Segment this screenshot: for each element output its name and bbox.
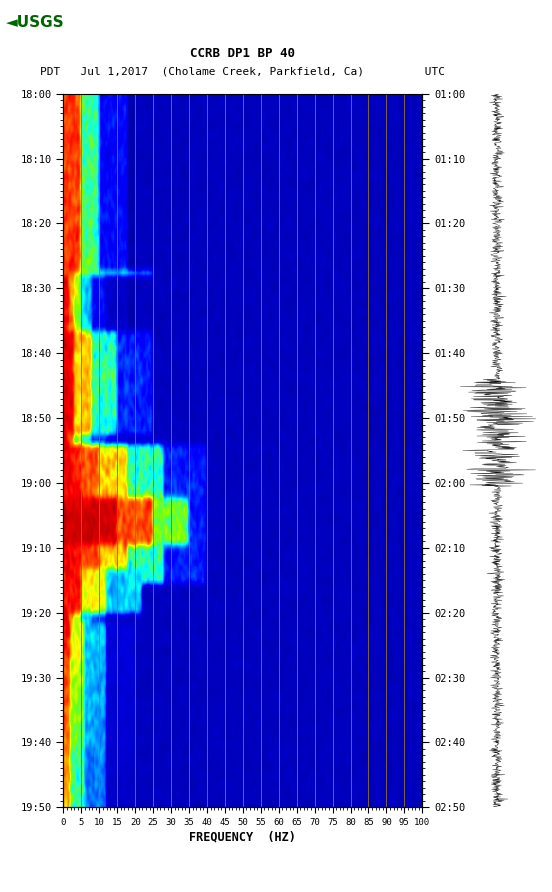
Text: ◄USGS: ◄USGS xyxy=(6,15,64,29)
Text: PDT   Jul 1,2017  (Cholame Creek, Parkfield, Ca)         UTC: PDT Jul 1,2017 (Cholame Creek, Parkfield… xyxy=(40,66,445,77)
Text: CCRB DP1 BP 40: CCRB DP1 BP 40 xyxy=(190,47,295,60)
X-axis label: FREQUENCY  (HZ): FREQUENCY (HZ) xyxy=(189,830,296,844)
